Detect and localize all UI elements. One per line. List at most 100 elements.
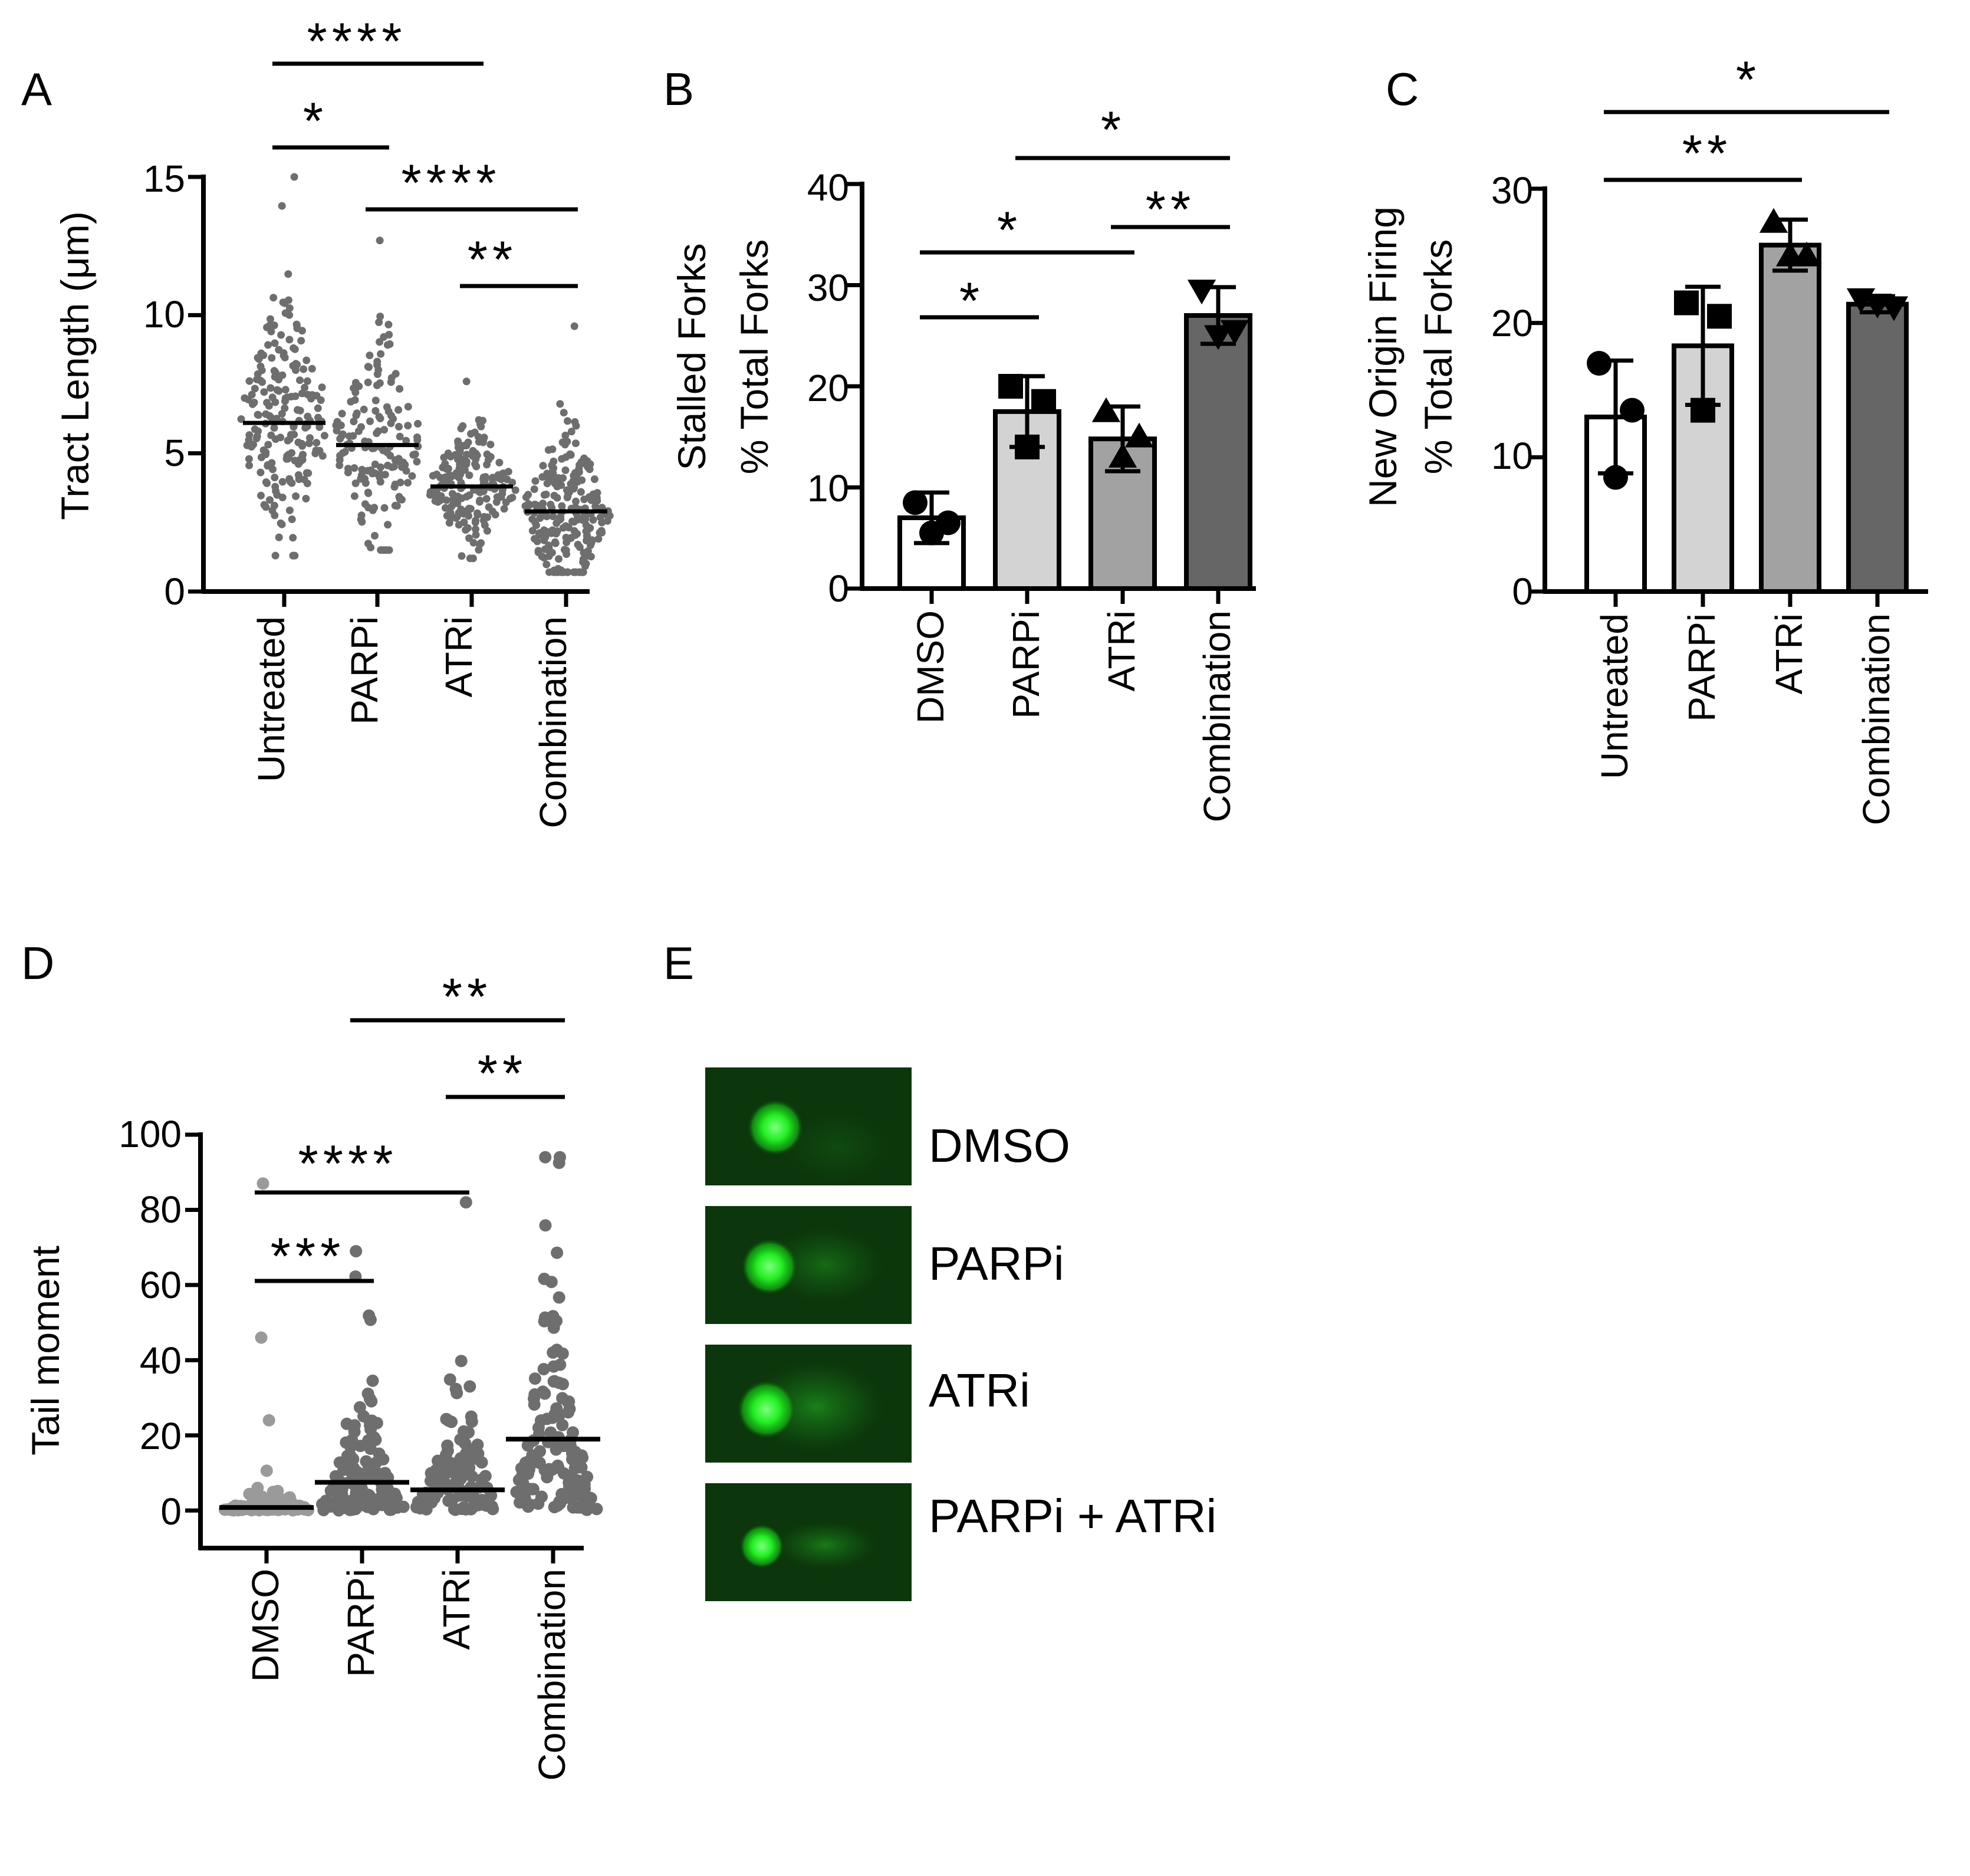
comet-image-dmso [705, 1067, 912, 1188]
panel-a-cat-atri: ATRi [438, 616, 480, 697]
panel-a-ylabel: Tract Length (μm) [53, 211, 97, 520]
panel-a-point [267, 384, 275, 392]
panel-a-point [498, 489, 507, 498]
panel-a-point [473, 511, 482, 519]
panel-a-point [301, 383, 309, 392]
panel-a-point [432, 494, 440, 502]
panel-a-point [272, 435, 279, 443]
panel-d-point [521, 1460, 534, 1473]
panel-b-cat-parpi: PARPi [1005, 610, 1047, 719]
panel-d-point [534, 1445, 547, 1458]
panel-a-point [288, 479, 296, 487]
panel-a-point [545, 568, 553, 576]
comet-head [739, 1524, 784, 1569]
panel-a-point [557, 515, 565, 523]
panel-a-point [467, 430, 475, 438]
panel-a-point [361, 479, 370, 487]
panel-c-significance: * ** [1682, 50, 1761, 182]
panel-a-point [350, 464, 359, 472]
panel-d-ticklabels: 0 20 40 60 80 100 [119, 1113, 182, 1533]
panel-a-point [571, 503, 580, 511]
panel-c-cat-atri: ATRi [1768, 613, 1810, 694]
panel-d-point [440, 1448, 452, 1461]
panel-a-point [570, 485, 578, 493]
panel-d-point [270, 1487, 283, 1500]
panel-label-e: E [663, 937, 694, 989]
panel-d-cat-parpi: PARPi [340, 1569, 382, 1677]
panel-a-point [441, 504, 449, 512]
panel-d-point [551, 1499, 564, 1512]
panel-b-point [919, 520, 944, 546]
panel-d-point [348, 1425, 361, 1438]
panel-a-point [267, 315, 274, 323]
panel-d-point [459, 1196, 472, 1209]
panel-b-ytick-1: 10 [807, 467, 849, 510]
panel-a-point [454, 455, 462, 464]
panel-a-point [542, 560, 551, 569]
panel-d-point [547, 1321, 560, 1334]
panel-a-point [575, 476, 583, 484]
panel-d-point [262, 1414, 275, 1427]
panel-d-point [528, 1398, 541, 1411]
panel-a-point [540, 491, 548, 499]
panel-a-point [413, 436, 422, 444]
panel-a-point [566, 450, 574, 458]
panel-a-point [571, 568, 580, 576]
panel-a-point [376, 313, 384, 321]
panel-d-point [590, 1503, 603, 1516]
panel-a-point [480, 433, 488, 442]
panel-a-point [548, 548, 556, 557]
panel-a-cat-combination: Combination [532, 616, 574, 828]
panel-a-point [436, 474, 445, 482]
panel-d-point [318, 1502, 331, 1515]
comet-head [747, 1099, 804, 1156]
panel-a-point [455, 509, 463, 517]
panel-a-point [257, 491, 265, 500]
panel-a-point [488, 475, 496, 483]
panel-b-point [1203, 325, 1233, 350]
panel-a-point [277, 519, 285, 527]
panel-a-point [383, 341, 392, 349]
panel-d-point [552, 1291, 565, 1304]
comet-label-atri: ATRi [929, 1364, 1030, 1417]
panel-c-ticklabels: 0 10 20 30 [1491, 169, 1533, 613]
panel-a-point [365, 363, 373, 371]
panel-a-point [281, 386, 290, 394]
panel-a-point [344, 465, 352, 473]
panel-d-point [578, 1478, 591, 1491]
panel-a-point [486, 453, 495, 461]
panel-c-sig-0: * [1736, 50, 1761, 109]
panel-a-point [380, 426, 389, 434]
panel-a-point [269, 294, 278, 302]
panel-a-point [294, 406, 302, 414]
panel-a-point [472, 531, 480, 539]
panel-a-point [571, 439, 580, 448]
panel-a-point [472, 449, 480, 458]
panel-a-point [564, 417, 571, 425]
panel-a-point [559, 474, 567, 482]
panel-a-point [384, 408, 393, 415]
panel-a-point [414, 420, 422, 428]
panel-a-point [402, 466, 410, 475]
panel-d-point [439, 1467, 452, 1480]
comet-tail [769, 1519, 882, 1572]
panel-a-point [396, 385, 404, 393]
panel-label-a: A [21, 63, 52, 115]
panel-a-point [448, 502, 456, 511]
panel-a-point [465, 471, 473, 479]
panel-a-point [375, 318, 383, 326]
panel-a-point [278, 371, 287, 379]
panel-a-point [462, 460, 471, 468]
panel-a-point [285, 506, 294, 514]
panel-d-point [551, 1246, 564, 1259]
panel-d-point [360, 1455, 373, 1468]
panel-a-point [444, 465, 452, 473]
panel-c-sig-1: ** [1682, 124, 1732, 182]
panel-a-point [311, 449, 320, 458]
panel-c-chart: New Origin Firing % Total Forks 0 10 20 … [1361, 50, 1928, 825]
panel-a-point [364, 488, 372, 497]
panel-d-point [350, 1245, 363, 1258]
comet-label-dmso: DMSO [929, 1119, 1070, 1172]
panel-a-point [304, 469, 313, 477]
